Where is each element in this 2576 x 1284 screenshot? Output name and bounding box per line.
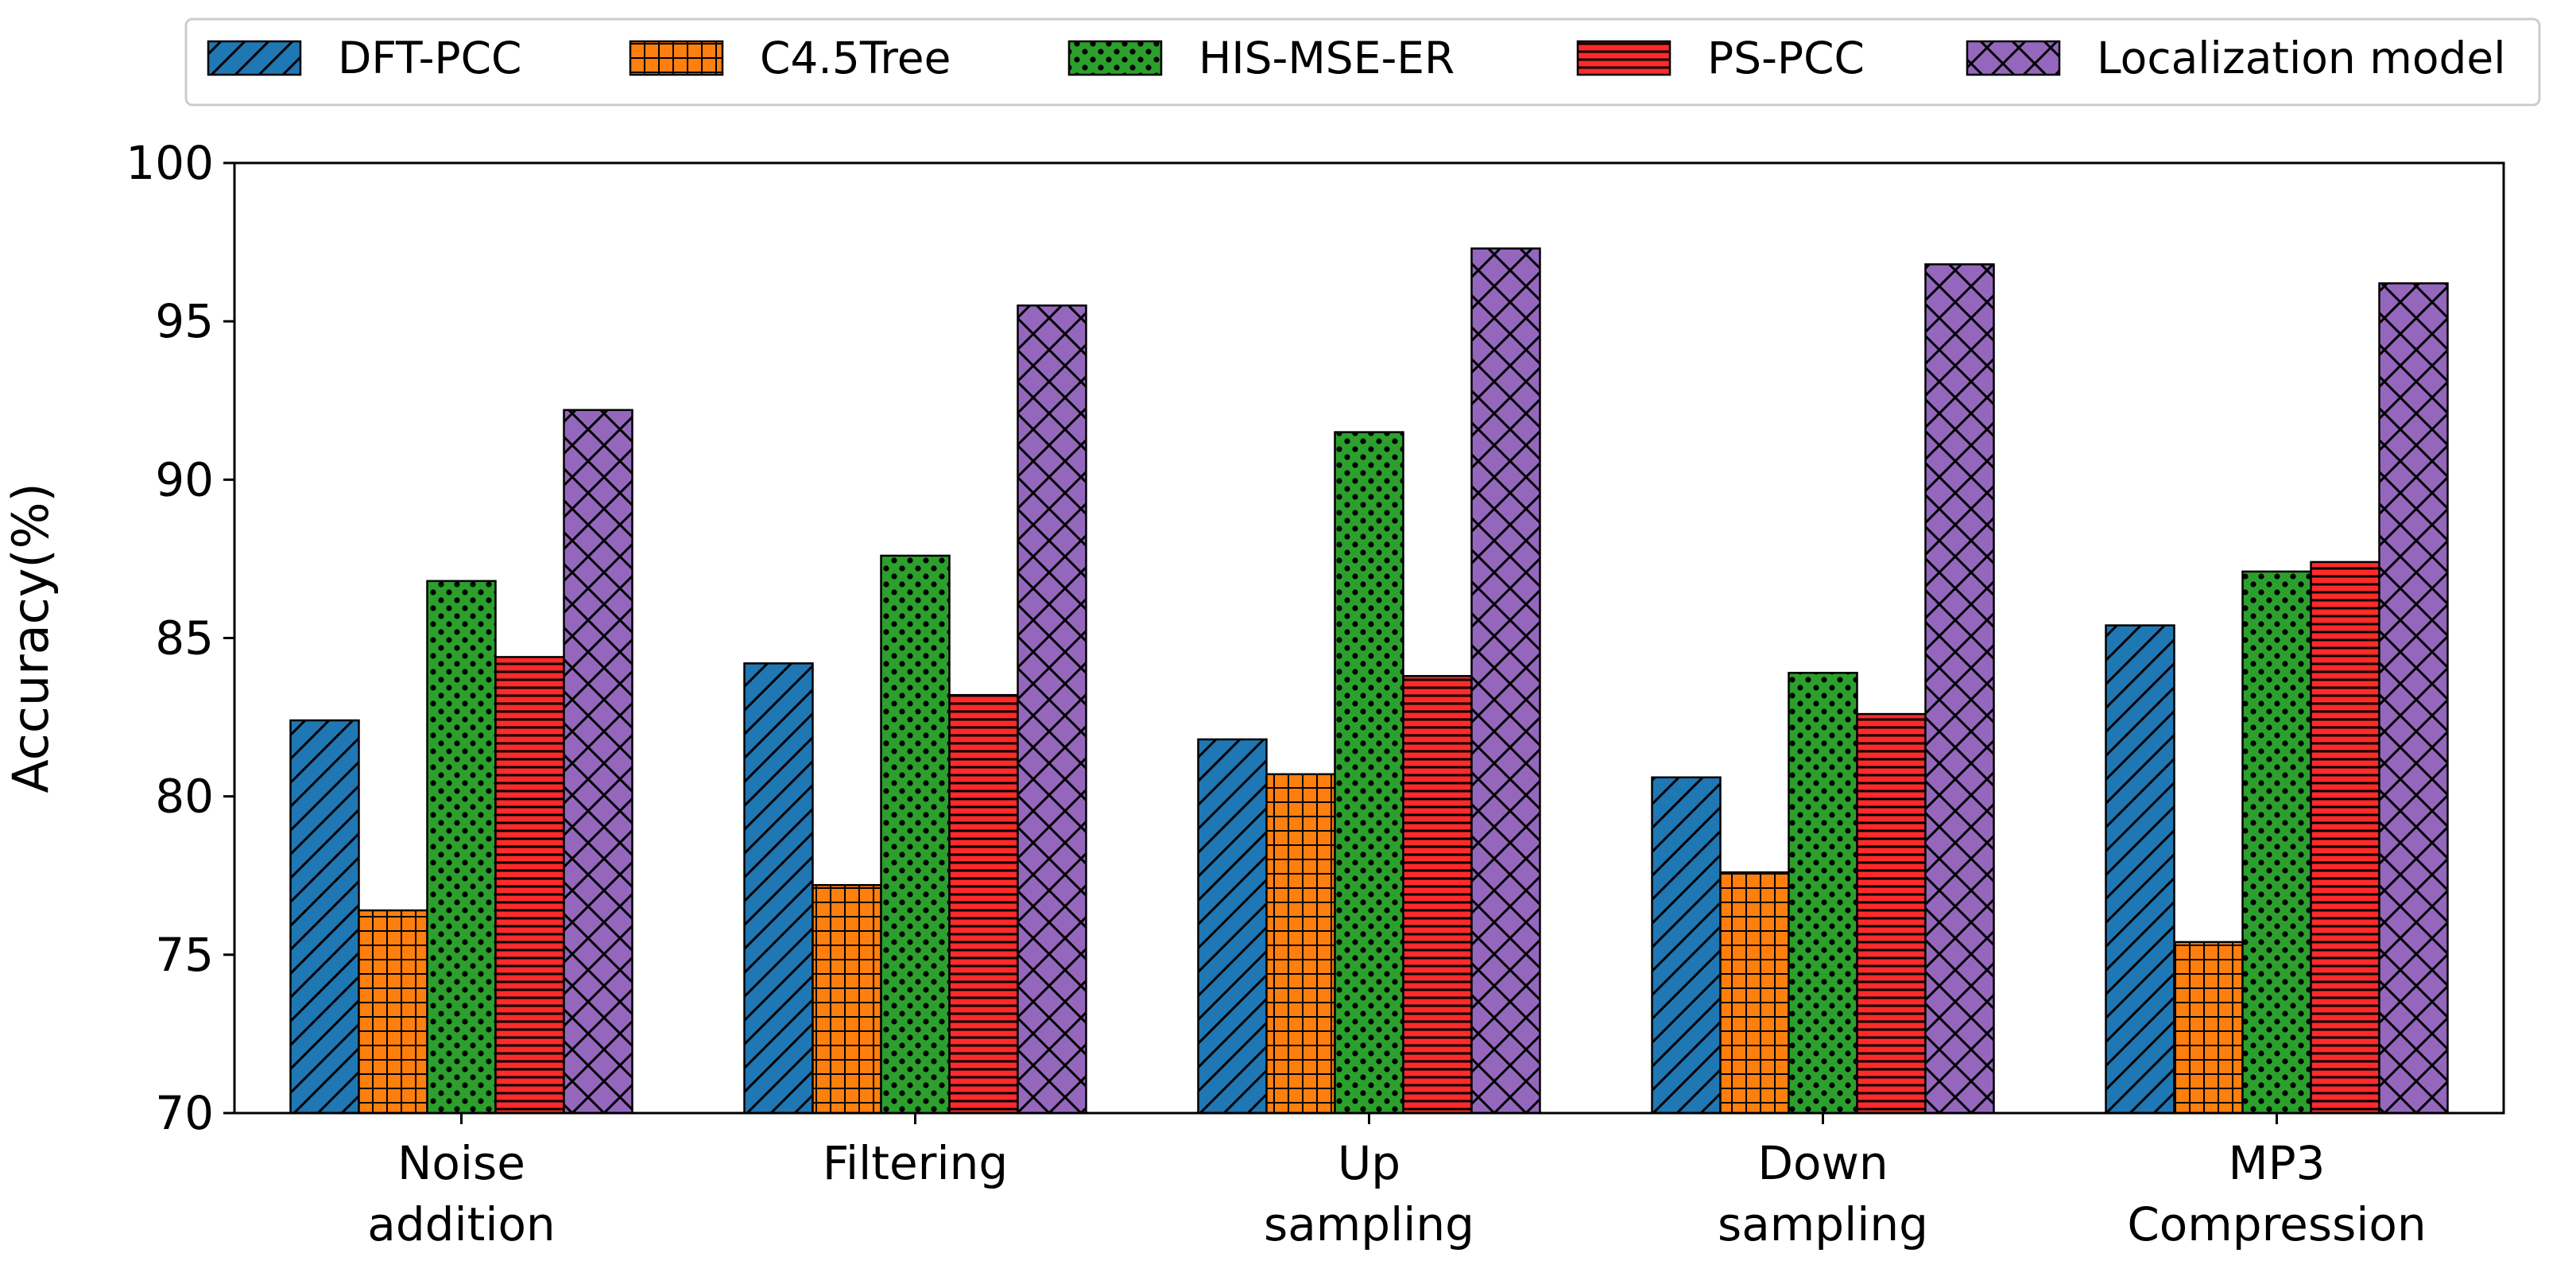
y-tick-label-75: 75 [155,928,214,982]
legend-swatch-ps-pcc-hatch [1576,40,1671,76]
bar-ps-pcc-2-hatch [948,693,1019,1115]
y-tick-label-70: 70 [155,1086,214,1140]
bar-localization-model-4-hatch [1924,263,1995,1115]
y-tick-label-80: 80 [155,770,214,824]
legend-swatch-localization-model-hatch [1966,40,2061,76]
x-tick-label-2-line-1: Filtering [823,1136,1008,1190]
bar-dft-pcc-4-hatch [1651,776,1722,1115]
bar-ps-pcc-5-hatch [2310,561,2380,1115]
x-tick-label-3-line-1: Up [1338,1136,1400,1190]
legend-swatch-his-mse-er-hatch [1067,40,1163,76]
bar-localization-model-1-hatch [563,409,633,1115]
x-tick-label-5-line-2: Compression [2127,1197,2426,1251]
bar-c4-5tree-5-hatch [2173,941,2244,1115]
x-tick-label-3-line-2: sampling [1264,1197,1474,1251]
bar-ps-pcc-4-hatch [1856,712,1927,1115]
bar-dft-pcc-3-hatch [1197,738,1268,1115]
bar-his-mse-er-5-hatch [2241,570,2312,1115]
bar-his-mse-er-1-hatch [426,580,497,1115]
bar-c4-5tree-4-hatch [1719,871,1790,1115]
y-axis-label: Accuracy(%) [2,483,60,793]
x-tick-label-4-line-2: sampling [1718,1197,1928,1251]
legend-label-dft-pcc: DFT-PCC [338,33,521,83]
bar-his-mse-er-2-hatch [880,554,951,1115]
bar-ps-pcc-3-hatch [1402,675,1473,1115]
bar-localization-model-3-hatch [1470,247,1541,1115]
bar-c4-5tree-3-hatch [1265,773,1336,1115]
y-tick-label-95: 95 [155,294,214,348]
bar-his-mse-er-4-hatch [1788,672,1858,1115]
bar-his-mse-er-3-hatch [1334,431,1404,1115]
x-tick-label-5-line-1: MP3 [2229,1136,2326,1190]
bar-c4-5tree-1-hatch [358,909,428,1115]
legend-label-localization-model: Localization model [2097,33,2506,83]
bar-localization-model-5-hatch [2378,282,2449,1115]
bar-dft-pcc-1-hatch [289,719,360,1115]
bar-localization-model-2-hatch [1017,305,1087,1115]
legend: DFT-PCC C4.5Tree HIS-MSE-ER PS-PCC Localizat… [184,17,2541,107]
plot-area: 70 75 80 85 90 95 100 Noise addition Filtering Up s… [2,136,2505,1251]
x-tick-label-1-line-1: Noise [397,1136,525,1190]
legend-swatch-dft-pcc-hatch [207,40,302,76]
legend-label-ps-pcc: PS-PCC [1707,33,1865,83]
legend-label-his-mse-er: HIS-MSE-ER [1199,33,1455,83]
y-tick-label-85: 85 [155,611,214,665]
bar-dft-pcc-2-hatch [743,662,814,1115]
bar-dft-pcc-5-hatch [2105,624,2175,1115]
bar-ps-pcc-1-hatch [494,656,565,1115]
x-tick-label-4-line-1: Down [1757,1136,1888,1190]
legend-frame [184,17,2541,107]
y-tick-label-90: 90 [155,452,214,506]
bar-c4-5tree-2-hatch [812,883,882,1115]
x-tick-label-1-line-2: addition [367,1197,555,1251]
y-tick-label-100: 100 [126,136,214,190]
legend-swatch-c4-5tree-hatch [629,40,724,76]
legend-label-c4-5tree: C4.5Tree [760,33,951,83]
